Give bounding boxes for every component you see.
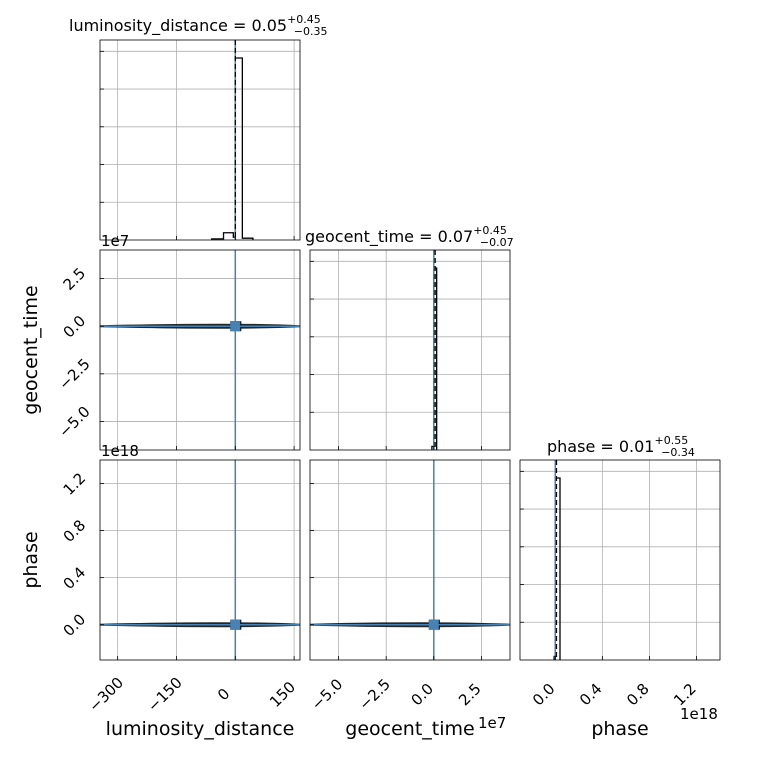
offset-geocent-time-y: 1e7 — [101, 232, 129, 250]
xtick-label-geocent-time-0: −5.0 — [308, 675, 346, 713]
ytick-label-phase-1: 0.4 — [60, 563, 90, 593]
xlabel-luminosity-distance: luminosity_distance — [106, 718, 295, 740]
panel-diag-phase — [519, 459, 721, 661]
truth-marker-luminosity-distance-vs-geocent-time — [230, 321, 241, 332]
ytick-label-geocent-time-3: 2.5 — [60, 264, 90, 294]
ytick-label-phase-2: 0.8 — [60, 516, 90, 546]
ytick-label-geocent-time-0: −5.0 — [55, 403, 93, 441]
xtick-label-luminosity-distance-1: −150 — [144, 674, 186, 716]
title-geocent-time: geocent_time = 0.07+0.45 −0.07 — [305, 224, 514, 249]
ytick-label-phase-3: 1.2 — [60, 469, 90, 499]
ytick-label-geocent-time-1: −2.5 — [55, 355, 93, 393]
panel-luminosity-distance-vs-phase — [99, 459, 301, 661]
xtick-label-geocent-time-3: 2.5 — [455, 680, 485, 710]
truth-marker-geocent-time-vs-phase — [428, 619, 439, 630]
xtick-label-geocent-time-2: 0.0 — [407, 680, 437, 710]
xtick-label-phase-2: 0.8 — [623, 680, 653, 710]
histogram-luminosity-distance — [211, 57, 254, 240]
truth-marker-luminosity-distance-vs-phase — [230, 619, 241, 630]
xtick-label-geocent-time-1: −2.5 — [355, 675, 393, 713]
xtick-label-phase-1: 0.4 — [576, 680, 606, 710]
panel-diag-geocent-time — [309, 249, 511, 451]
title-phase: phase = 0.01+0.55 −0.34 — [547, 434, 695, 459]
ytick-label-phase-0: 0.0 — [60, 610, 90, 640]
panel-diag-luminosity-distance — [99, 39, 301, 241]
offset-phase-y: 1e18 — [101, 442, 139, 460]
ylabel-phase: phase — [20, 531, 42, 588]
xtick-label-luminosity-distance-3: 150 — [266, 678, 299, 711]
panel-geocent-time-vs-phase — [309, 459, 511, 661]
ytick-label-geocent-time-2: 0.0 — [60, 312, 90, 342]
title-luminosity-distance: luminosity_distance = 0.05+0.45 −0.35 — [69, 13, 328, 38]
xtick-label-luminosity-distance-2: 0 — [214, 685, 233, 704]
xlabel-phase: phase — [591, 718, 648, 740]
ylabel-geocent-time: geocent_time — [20, 285, 42, 414]
panel-luminosity-distance-vs-geocent-time — [99, 249, 301, 451]
offset-geocent-time-x: 1e7 — [478, 714, 506, 732]
offset-phase-x: 1e18 — [680, 705, 718, 723]
xlabel-geocent-time: geocent_time — [345, 718, 474, 740]
xtick-label-luminosity-distance-0: −300 — [85, 674, 127, 716]
xtick-label-phase-0: 0.0 — [529, 680, 559, 710]
